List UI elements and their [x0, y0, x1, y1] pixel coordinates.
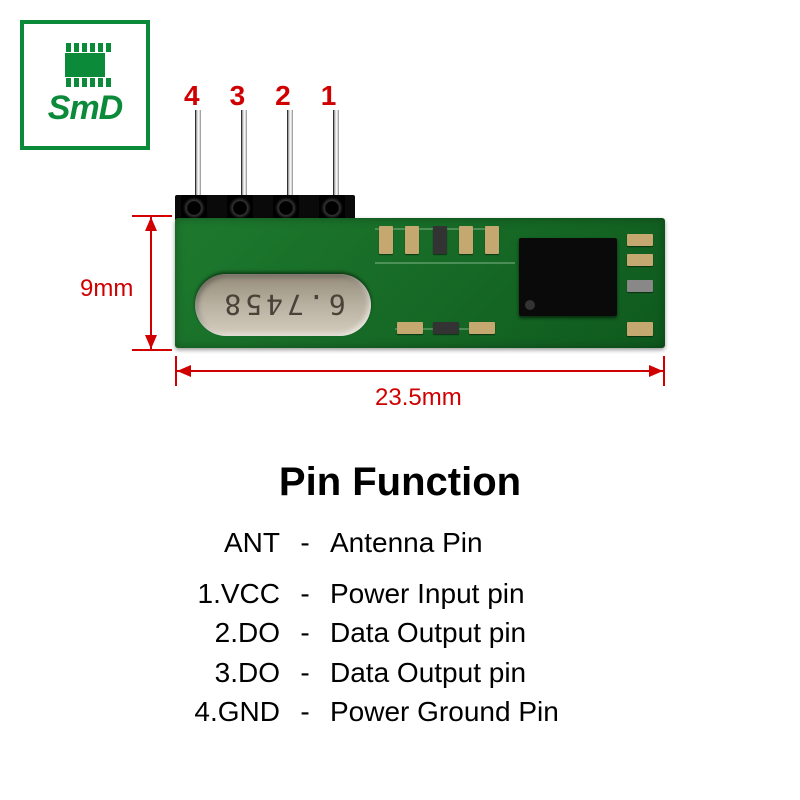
smd-component	[433, 226, 447, 254]
smd-component	[405, 226, 419, 254]
dash: -	[290, 613, 320, 652]
pin-label: 1.VCC	[120, 574, 290, 613]
pin-wire	[288, 110, 293, 198]
pin-function-title: Pin Function	[120, 460, 680, 505]
pin-description: Data Output pin	[320, 653, 680, 692]
pin-number: 1	[321, 80, 337, 112]
pin-function-row: 3.DO-Data Output pin	[120, 653, 680, 692]
smd-component	[627, 280, 653, 292]
pin-wire	[196, 110, 201, 198]
dash: -	[290, 523, 320, 562]
pin-number: 4	[184, 80, 200, 112]
dash: -	[290, 692, 320, 731]
smd-component	[433, 322, 459, 334]
pin-function-section: Pin Function ANT-Antenna Pin1.VCC-Power …	[120, 460, 680, 731]
height-dimension: 9mm	[132, 215, 168, 351]
dash: -	[290, 653, 320, 692]
smd-component	[485, 226, 499, 254]
pin-wire	[242, 110, 247, 198]
smd-component	[469, 322, 495, 334]
pin-label: 3.DO	[120, 653, 290, 692]
module-diagram: 4321 6.7458	[120, 80, 680, 400]
width-label: 23.5mm	[375, 384, 462, 412]
ic-chip	[519, 238, 617, 316]
height-label: 9mm	[80, 275, 133, 303]
logo-text: SmD	[48, 89, 122, 128]
smd-component	[397, 322, 423, 334]
dash: -	[290, 574, 320, 613]
pin-description: Power Ground Pin	[320, 692, 680, 731]
logo-chip-icon	[55, 43, 115, 87]
pin-label: 2.DO	[120, 613, 290, 652]
pin-wire	[334, 110, 339, 198]
smd-component	[627, 254, 653, 266]
pin-function-row: 1.VCC-Power Input pin	[120, 574, 680, 613]
smd-component	[459, 226, 473, 254]
pin-description: Power Input pin	[320, 574, 680, 613]
pin-number: 3	[230, 80, 246, 112]
pin-description: Data Output pin	[320, 613, 680, 652]
width-dimension: 23.5mm	[175, 356, 665, 386]
pcb-board: 6.7458	[175, 218, 665, 348]
pin-number: 2	[275, 80, 291, 112]
crystal-oscillator: 6.7458	[195, 274, 371, 336]
smd-component	[379, 226, 393, 254]
pin-label: ANT	[120, 523, 290, 562]
pin-function-row: 4.GND-Power Ground Pin	[120, 692, 680, 731]
crystal-value: 6.7458	[220, 289, 345, 322]
pin-label: 4.GND	[120, 692, 290, 731]
smd-component	[627, 234, 653, 246]
pin-function-row: 2.DO-Data Output pin	[120, 613, 680, 652]
smd-component	[627, 322, 653, 336]
pin-function-row: ANT-Antenna Pin	[120, 523, 680, 562]
pin-number-labels: 4321	[184, 80, 336, 112]
pin-description: Antenna Pin	[320, 523, 680, 562]
